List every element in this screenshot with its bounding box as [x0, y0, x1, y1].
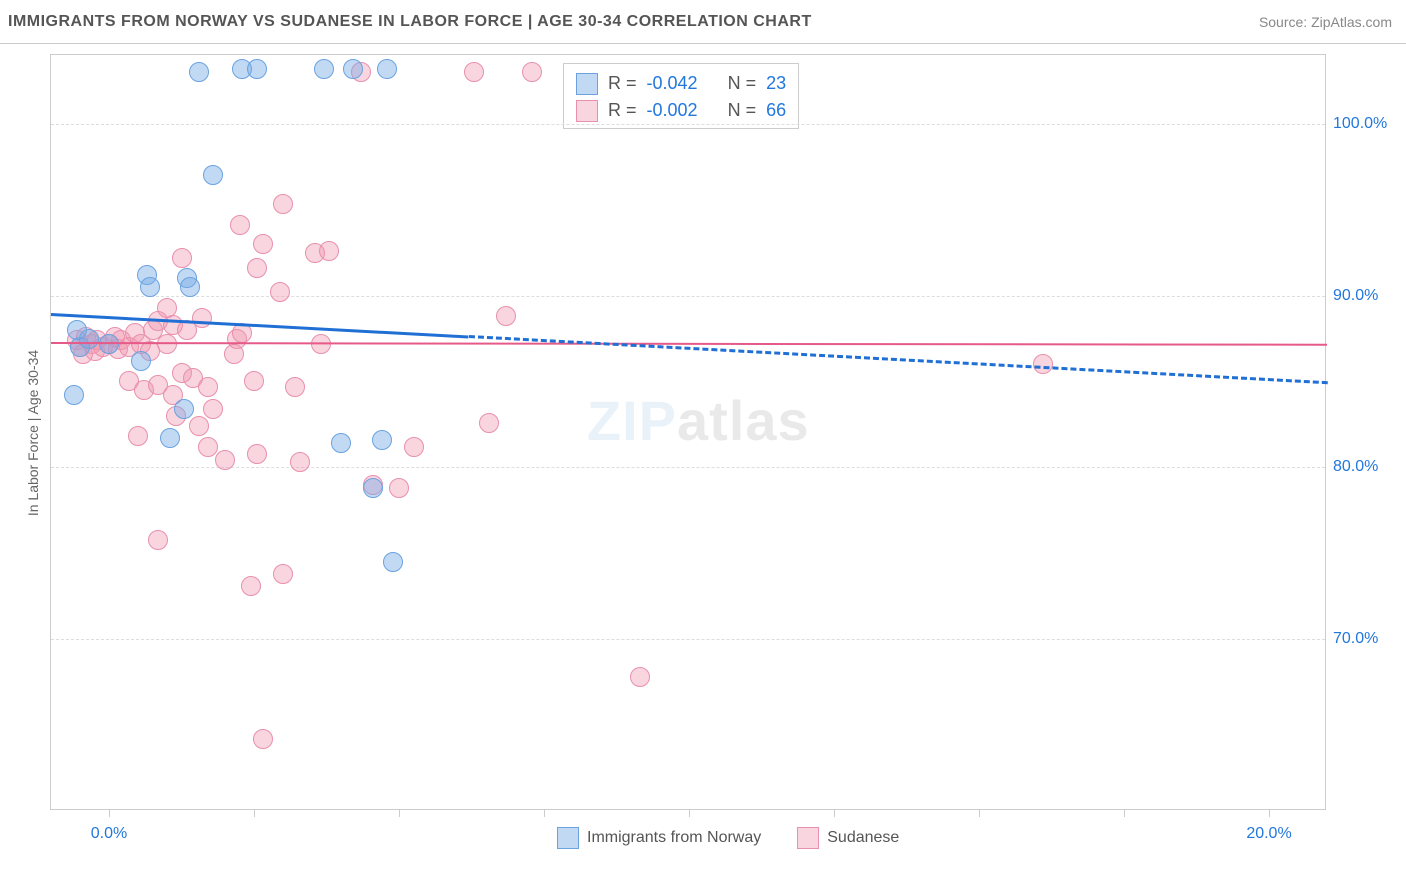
scatter-point-sudanese: [496, 306, 516, 326]
n-label: N =: [728, 70, 757, 97]
x-tick-label: 0.0%: [91, 825, 127, 843]
r-value: -0.002: [647, 97, 698, 124]
scatter-point-sudanese: [192, 308, 212, 328]
r-value: -0.042: [647, 70, 698, 97]
scatter-point-sudanese: [241, 576, 261, 596]
chart-container: IMMIGRANTS FROM NORWAY VS SUDANESE IN LA…: [0, 0, 1406, 892]
y-tick-label: 100.0%: [1333, 115, 1393, 133]
title-bar: IMMIGRANTS FROM NORWAY VS SUDANESE IN LA…: [0, 0, 1406, 44]
scatter-point-sudanese: [148, 530, 168, 550]
scatter-point-norway: [383, 552, 403, 572]
scatter-point-sudanese: [270, 282, 290, 302]
scatter-point-sudanese: [290, 452, 310, 472]
scatter-point-sudanese: [198, 437, 218, 457]
scatter-point-sudanese: [230, 215, 250, 235]
scatter-point-sudanese: [224, 344, 244, 364]
n-value: 66: [766, 97, 786, 124]
scatter-point-norway: [363, 478, 383, 498]
chart-title: IMMIGRANTS FROM NORWAY VS SUDANESE IN LA…: [0, 13, 1259, 31]
scatter-point-sudanese: [244, 371, 264, 391]
scatter-point-norway: [140, 277, 160, 297]
stats-legend: R = -0.042 N = 23 R = -0.002 N = 66: [563, 63, 799, 129]
scatter-point-norway: [160, 428, 180, 448]
stats-row: R = -0.042 N = 23: [576, 70, 786, 97]
x-tick-mark: [254, 809, 255, 817]
legend-swatch: [797, 827, 819, 849]
scatter-point-sudanese: [172, 248, 192, 268]
y-tick-label: 90.0%: [1333, 287, 1393, 305]
legend-item: Sudanese: [797, 827, 899, 849]
scatter-point-norway: [314, 59, 334, 79]
plot-area: ZIPatlas R =-0.042 N =23R =-0.002 N =66 …: [50, 54, 1326, 810]
x-tick-mark: [109, 809, 110, 817]
watermark-zip: ZIP: [587, 389, 677, 452]
x-tick-mark: [1269, 809, 1270, 817]
scatter-point-norway: [131, 351, 151, 371]
scatter-point-sudanese: [247, 444, 267, 464]
x-tick-label: 20.0%: [1246, 825, 1291, 843]
scatter-point-sudanese: [522, 62, 542, 82]
scatter-point-norway: [64, 385, 84, 405]
scatter-point-sudanese: [128, 426, 148, 446]
scatter-point-norway: [377, 59, 397, 79]
scatter-point-sudanese: [203, 399, 223, 419]
scatter-point-sudanese: [1033, 354, 1053, 374]
scatter-point-sudanese: [273, 564, 293, 584]
gridline: [51, 296, 1325, 297]
watermark-atlas: atlas: [677, 389, 810, 452]
gridline: [51, 467, 1325, 468]
scatter-point-norway: [174, 399, 194, 419]
scatter-point-norway: [203, 165, 223, 185]
scatter-point-sudanese: [273, 194, 293, 214]
gridline: [51, 639, 1325, 640]
scatter-point-sudanese: [253, 729, 273, 749]
legend-swatch: [576, 100, 598, 122]
r-label: R =: [608, 97, 637, 124]
scatter-point-sudanese: [319, 241, 339, 261]
x-tick-mark: [689, 809, 690, 817]
watermark: ZIPatlas: [587, 388, 810, 453]
n-value: 23: [766, 70, 786, 97]
scatter-point-sudanese: [198, 377, 218, 397]
scatter-point-sudanese: [247, 258, 267, 278]
y-tick-label: 70.0%: [1333, 630, 1393, 648]
scatter-point-norway: [331, 433, 351, 453]
scatter-point-norway: [343, 59, 363, 79]
legend-item: Immigrants from Norway: [557, 827, 761, 849]
scatter-point-norway: [247, 59, 267, 79]
series-legend: Immigrants from Norway Sudanese: [557, 827, 925, 849]
n-label: N =: [728, 97, 757, 124]
legend-label: Immigrants from Norway: [587, 829, 761, 847]
legend-swatch: [557, 827, 579, 849]
scatter-point-sudanese: [389, 478, 409, 498]
scatter-point-norway: [189, 62, 209, 82]
scatter-point-sudanese: [215, 450, 235, 470]
x-tick-mark: [1124, 809, 1125, 817]
gridline: [51, 124, 1325, 125]
scatter-point-norway: [67, 320, 87, 340]
chart-source: Source: ZipAtlas.com: [1259, 14, 1406, 30]
scatter-point-sudanese: [189, 416, 209, 436]
scatter-point-sudanese: [464, 62, 484, 82]
legend-label: Sudanese: [827, 829, 899, 847]
scatter-point-sudanese: [479, 413, 499, 433]
x-tick-mark: [399, 809, 400, 817]
legend-swatch: [576, 73, 598, 95]
x-tick-mark: [544, 809, 545, 817]
scatter-point-sudanese: [157, 298, 177, 318]
scatter-point-sudanese: [630, 667, 650, 687]
scatter-point-sudanese: [253, 234, 273, 254]
stats-row: R = -0.002 N = 66: [576, 97, 786, 124]
scatter-point-sudanese: [285, 377, 305, 397]
x-tick-mark: [834, 809, 835, 817]
scatter-point-norway: [372, 430, 392, 450]
y-axis-label: In Labor Force | Age 30-34: [25, 350, 41, 516]
y-tick-label: 80.0%: [1333, 458, 1393, 476]
scatter-point-norway: [180, 277, 200, 297]
x-tick-mark: [979, 809, 980, 817]
r-label: R =: [608, 70, 637, 97]
scatter-point-sudanese: [404, 437, 424, 457]
